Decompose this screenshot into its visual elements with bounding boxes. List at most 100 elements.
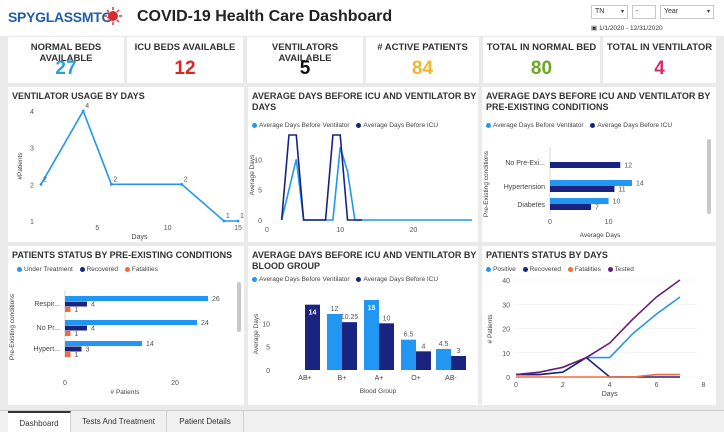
- kpi-ventilators[interactable]: VENTILATORS AVAILABLE 5: [247, 37, 363, 83]
- legend-item[interactable]: Recovered: [522, 266, 562, 273]
- category-label: Hypertension: [504, 184, 545, 191]
- scrollbar[interactable]: [707, 139, 711, 214]
- data-label: 1: [75, 307, 79, 314]
- x-axis-label: Days: [602, 391, 618, 398]
- data-label: 11: [618, 187, 625, 194]
- legend-label: Under Treatment: [24, 266, 73, 273]
- data-point: [236, 219, 240, 223]
- legend-item[interactable]: Average Days Before Ventilator: [252, 122, 350, 129]
- bar: [65, 352, 71, 357]
- kpi-active-patients[interactable]: # ACTIVE PATIENTS 84: [366, 37, 479, 83]
- panel-status-preexisting: PATIENTS STATUS BY PRE-EXISTING CONDITIO…: [8, 246, 244, 405]
- scrollbar[interactable]: [237, 282, 241, 332]
- chart-title: PATIENTS STATUS BY PRE-EXISTING CONDITIO…: [12, 250, 233, 260]
- legend-item[interactable]: Average Days Before ICU: [356, 122, 438, 129]
- preexisting-avg-chart[interactable]: No Pre-Exi... Hypertension Diabetes 12 14 11 1…: [482, 87, 716, 242]
- panel-avg-days-by-days: AVERAGE DAYS BEFORE ICU AND VENTILATOR B…: [248, 87, 478, 242]
- data-label: 1: [75, 331, 79, 338]
- category-label: No Pre-Exi...: [505, 160, 545, 167]
- date-range[interactable]: ▣ 1/1/2020 - 12/31/2020: [591, 24, 663, 32]
- data-label: 6.5: [404, 332, 414, 339]
- data-label: 26: [212, 296, 220, 303]
- panel-blood-group: AVERAGE DAYS BEFORE ICU AND VENTILATOR B…: [248, 246, 478, 405]
- y-axis-label: # Patients: [487, 314, 494, 344]
- data-label: 3: [457, 348, 461, 355]
- y-axis-label: #Patients: [17, 152, 24, 180]
- y-tick-label: 10: [254, 157, 262, 164]
- legend-item[interactable]: Average Days Before ICU: [590, 122, 672, 129]
- data-label: 1: [75, 352, 79, 359]
- legend-item[interactable]: Under Treatment: [17, 266, 73, 273]
- legend-item[interactable]: Fatalities: [124, 266, 158, 273]
- bar: [550, 204, 591, 210]
- data-label: 1: [240, 213, 244, 220]
- kpi-total-normal-bed[interactable]: TOTAL IN NORMAL BED 80: [483, 37, 600, 83]
- tab-patient-details[interactable]: Patient Details: [167, 411, 244, 432]
- tab-dashboard[interactable]: Dashboard: [8, 411, 71, 432]
- bar: [401, 339, 416, 370]
- kpi-label: NORMAL BEDS AVAILABLE: [30, 42, 102, 64]
- x-tick-label: 10: [605, 219, 613, 226]
- y-axis-label: Pre-Existing conditions: [483, 150, 490, 217]
- panel-preexisting-avg: AVERAGE DAYS BEFORE ICU AND VENTILATOR B…: [482, 87, 716, 242]
- legend-item[interactable]: Average Days Before Ventilator: [486, 122, 584, 129]
- data-label: 2: [43, 176, 47, 183]
- bar: [550, 180, 632, 186]
- data-label: 14: [309, 310, 317, 317]
- legend-label: Average Days Before Ventilator: [259, 276, 350, 283]
- data-point: [109, 182, 113, 186]
- kpi-label: TOTAL IN NORMAL BED: [486, 42, 597, 53]
- series-line: [280, 146, 472, 221]
- bar: [379, 323, 394, 370]
- status-days-chart[interactable]: 0 10 20 30 40 0 2 4 6 8 Days # Patients: [482, 246, 716, 405]
- x-tick-label: 8: [701, 382, 705, 389]
- legend-label: Average Days Before ICU: [597, 122, 673, 129]
- legend-item[interactable]: Positive: [486, 266, 516, 273]
- legend-label: Average Days Before ICU: [363, 276, 439, 283]
- legend-label: Recovered: [529, 266, 562, 273]
- kpi-value: 5: [299, 58, 311, 79]
- header-bar: SPYGLASSMTG COVID-19 Health Care Dashboa…: [0, 0, 724, 36]
- y-tick-label: 5: [258, 188, 262, 195]
- data-label: 12: [624, 163, 632, 170]
- legend-item[interactable]: Recovered: [79, 266, 119, 273]
- legend-label: Recovered: [86, 266, 119, 273]
- panel-status-days: PATIENTS STATUS BY DAYS Positive Recover…: [482, 246, 716, 405]
- state-select-2[interactable]: -: [632, 5, 656, 19]
- x-axis-label: # Patients: [111, 389, 141, 396]
- legend-label: Tested: [614, 266, 634, 273]
- kpi-label: TOTAL IN VENTILATOR: [606, 42, 713, 53]
- data-label: 12: [331, 306, 339, 313]
- x-tick-label: 6: [655, 382, 659, 389]
- kpi-normal-beds[interactable]: NORMAL BEDS AVAILABLE 27: [8, 37, 124, 83]
- kpi-label: # ACTIVE PATIENTS: [377, 42, 468, 53]
- ventilator-usage-chart[interactable]: 1 2 3 4 5 10 15 Days #Patients 2 4 2 2 1 1: [8, 87, 244, 242]
- series-line: [40, 109, 238, 222]
- series-line: [516, 296, 681, 376]
- legend-label: Average Days Before ICU: [363, 122, 439, 129]
- legend-item[interactable]: Tested: [607, 266, 634, 273]
- legend-item[interactable]: Fatalities: [567, 266, 601, 273]
- bar: [550, 186, 615, 192]
- x-tick-label: 0: [548, 219, 552, 226]
- data-point: [39, 182, 43, 186]
- x-tick-label: 10: [336, 227, 344, 234]
- kpi-icu-beds[interactable]: ICU BEDS AVAILABLE 12: [127, 37, 243, 83]
- y-axis-label: Pre-Existing conditions: [9, 293, 16, 360]
- state-select[interactable]: TN ▾: [591, 5, 628, 19]
- data-label: 2: [184, 176, 188, 183]
- avg-days-by-days-chart[interactable]: 05100102030Average Days: [248, 87, 478, 242]
- kpi-total-ventilator[interactable]: TOTAL IN VENTILATOR 4: [603, 37, 716, 83]
- x-tick-label: 0: [514, 382, 518, 389]
- chart-title: AVERAGE DAYS BEFORE ICU AND VENTILATOR B…: [252, 91, 477, 112]
- data-label: 10: [383, 315, 391, 322]
- tab-tests-and-treatment[interactable]: Tests And Treatment: [71, 411, 167, 432]
- data-label: 3: [86, 346, 90, 353]
- legend-item[interactable]: Average Days Before ICU: [356, 276, 438, 283]
- legend-item[interactable]: Average Days Before Ventilator: [252, 276, 350, 283]
- x-tick-label: 4: [608, 382, 612, 389]
- period-select[interactable]: Year ▾: [660, 5, 714, 19]
- y-tick-label: 10: [262, 321, 270, 328]
